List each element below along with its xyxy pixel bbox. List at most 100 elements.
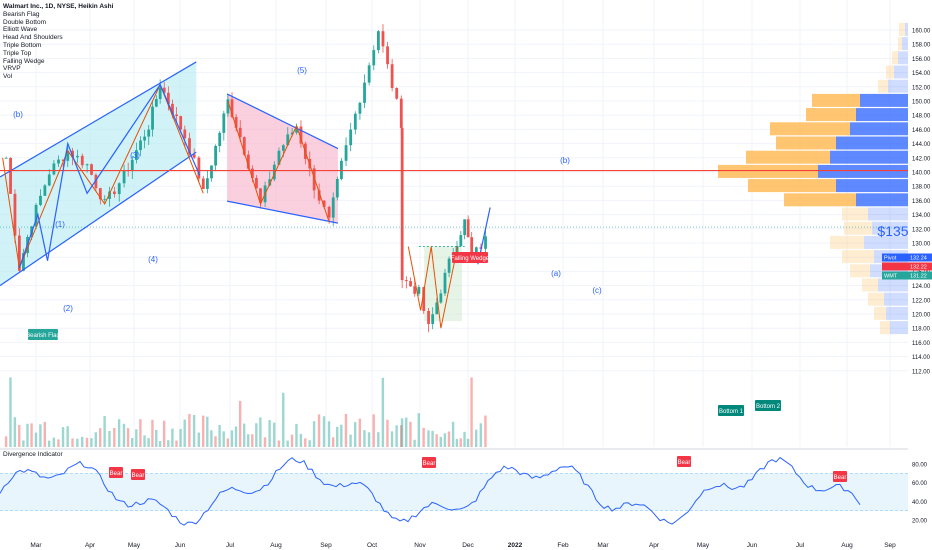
- wave-label: (5): [297, 66, 307, 75]
- volume-bar: [251, 434, 254, 447]
- volume-bar: [66, 426, 69, 447]
- candle-body: [439, 293, 443, 303]
- volume-bar: [18, 425, 21, 447]
- time-label: Jun: [175, 542, 186, 549]
- candle-body: [183, 129, 187, 139]
- vp-up-row: [890, 321, 908, 335]
- volume-bar: [340, 424, 343, 447]
- price-tick-label: 134.00: [912, 213, 931, 219]
- volume-bar: [327, 421, 331, 447]
- price-tick-label: 120.00: [912, 313, 931, 319]
- indicator-vrvp[interactable]: VRVP: [3, 65, 21, 73]
- price-tick-label: 116.00: [912, 341, 931, 347]
- bottom2-label: Bottom 2: [756, 404, 781, 410]
- falling-wedge-fill: [227, 93, 338, 224]
- volume-bar: [197, 432, 200, 447]
- indicator-bearish-flag[interactable]: Bearish Flag: [3, 10, 40, 18]
- candle-body: [459, 235, 463, 247]
- candle-body: [98, 188, 102, 200]
- candle-body: [147, 129, 151, 137]
- channel-upper-line: [0, 61, 197, 178]
- volume-bar: [282, 392, 285, 447]
- candle-body: [234, 116, 238, 128]
- volume-bar: [99, 428, 102, 447]
- volume-bar: [475, 429, 478, 447]
- candle-body: [94, 174, 98, 189]
- time-label: May: [697, 542, 710, 549]
- bear-label: Bear: [678, 460, 691, 466]
- candle-body: [130, 159, 134, 171]
- candle-body: [331, 197, 335, 218]
- time-label: Jul: [226, 542, 235, 549]
- vp-up-row: [864, 235, 908, 249]
- time-axis[interactable]: Mar Apr May Jun Jul Aug Sep Oct Nov Dec 2022 Feb Mar…: [30, 542, 896, 549]
- candle-body: [9, 157, 12, 194]
- volume-bar: [43, 421, 46, 447]
- vp-up-row: [836, 179, 908, 193]
- candle-body: [363, 82, 366, 103]
- vp-down-row: [830, 235, 864, 249]
- osc-tick-label: 60.00: [912, 481, 928, 487]
- time-label: Nov: [414, 542, 426, 549]
- time-label: Feb: [557, 542, 569, 549]
- wave-label: (1): [55, 220, 65, 229]
- candle-body: [353, 113, 357, 130]
- candle-body: [197, 157, 201, 179]
- price-tick-label: 156.00: [912, 57, 931, 63]
- volume-bar: [255, 423, 258, 447]
- volume-bar: [226, 438, 230, 447]
- volume-bar: [431, 430, 434, 447]
- price-tick-label: 160.00: [912, 29, 931, 35]
- candle-body: [238, 127, 242, 138]
- oscillator-line: [0, 456, 861, 526]
- osc-tick-label: 20.00: [912, 519, 928, 525]
- time-label: Apr: [85, 542, 96, 549]
- volume-bar: [409, 421, 412, 447]
- volume-bar: [354, 422, 357, 447]
- time-label: Apr: [649, 542, 660, 549]
- vp-down-row: [806, 108, 856, 122]
- oscillator-band: [0, 473, 908, 511]
- candle-body: [395, 88, 399, 99]
- volume-bar: [151, 419, 154, 447]
- candle-body: [466, 219, 470, 238]
- indicator-double-bottom[interactable]: Double Bottom: [3, 18, 46, 26]
- price-tick-label: 140.00: [912, 171, 931, 177]
- volume-bar: [108, 430, 111, 447]
- vp-up-row: [888, 79, 908, 93]
- price-tick-label: 146.00: [912, 128, 931, 134]
- price-tick-label: 130.00: [912, 242, 931, 248]
- volume-bar: [463, 431, 466, 447]
- indicator-triple-bottom[interactable]: Triple Bottom: [3, 41, 42, 49]
- candle-body: [61, 159, 65, 161]
- price-tick-label: 112.00: [912, 369, 931, 375]
- indicator-vol[interactable]: Vol: [3, 73, 13, 81]
- candles: [4, 24, 487, 333]
- indicator-head-and-shoulders[interactable]: Head And Shoulders: [3, 34, 63, 42]
- candle-body: [317, 190, 321, 201]
- candle-body: [335, 178, 339, 198]
- vp-down-row: [892, 51, 898, 65]
- indicator-elliott-wave[interactable]: Elliott Wave: [3, 26, 38, 34]
- wedge-upper-line: [226, 93, 339, 150]
- double-bottom-zigzag: [407, 246, 459, 329]
- candle-body: [268, 179, 272, 186]
- candle-body: [76, 155, 79, 158]
- candle-body: [409, 281, 412, 287]
- candle-body: [139, 140, 142, 151]
- elliott-zigzag: [2, 83, 204, 270]
- candle-body: [34, 204, 38, 227]
- bear-label-bg: [109, 467, 123, 478]
- volume-bar: [206, 416, 209, 447]
- symbol-title[interactable]: Walmart Inc., 1D, NYSE, Heikin Ashi: [3, 3, 114, 10]
- volume-bar: [451, 421, 455, 447]
- candle-body: [349, 129, 353, 146]
- volume-bar: [381, 377, 385, 447]
- volume-bar: [85, 437, 89, 447]
- indicator-triple-top[interactable]: Triple Top: [3, 49, 32, 57]
- indicator-falling-wedge[interactable]: Falling Wedge: [3, 57, 45, 65]
- price-axis[interactable]: 160.00 158.00 156.00 154.00 152.00 150.00 148.…: [3, 29, 932, 525]
- volume-bar: [47, 440, 51, 447]
- volume-bar: [171, 428, 174, 447]
- vp-up-row: [902, 37, 908, 51]
